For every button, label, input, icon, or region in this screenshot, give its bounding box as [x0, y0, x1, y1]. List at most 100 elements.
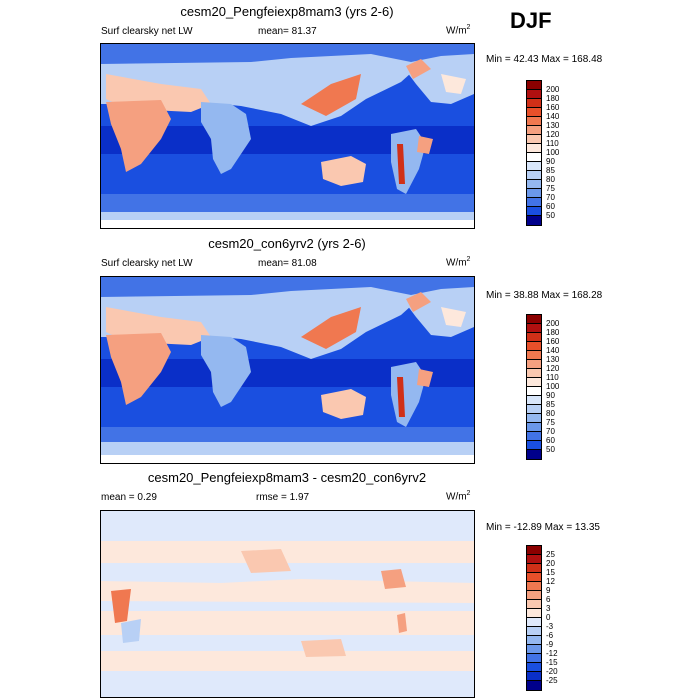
panel-1-variable-label: Surf clearsky net LW: [101, 26, 193, 37]
colorbar-3-box: [527, 591, 541, 600]
colorbar-1-tick-label: 90: [546, 157, 555, 166]
colorbar-3-tick-label: 0: [546, 613, 551, 622]
colorbar-3-box: [527, 663, 541, 672]
colorbar-3-box: [527, 582, 541, 591]
panel-2-mean-label: mean= 81.08: [258, 258, 317, 269]
colorbar-2-tick-label: 85: [546, 400, 555, 409]
panel-2-map-field: [101, 277, 474, 463]
colorbar-3-tick-label: -3: [546, 622, 554, 631]
colorbar-1-tick-label: 80: [546, 175, 555, 184]
colorbar-1-box: [527, 216, 541, 225]
colorbar-3-box: [527, 672, 541, 681]
colorbar-3-box: [527, 654, 541, 663]
colorbar-1-tick-label: 140: [546, 112, 560, 121]
panel-3-title: cesm20_Pengfeiexp8mam3 - cesm20_con6yrv2: [147, 470, 427, 485]
colorbar-2-tick-label: 180: [546, 328, 560, 337]
colorbar-1-box: [527, 99, 541, 108]
panel-2-title: cesm20_con6yrv2 (yrs 2-6): [208, 236, 366, 251]
colorbar-2-tick-label: 80: [546, 409, 555, 418]
panel-3-minmax: Min = -12.89 Max = 13.35: [486, 522, 600, 533]
colorbar-2-tick-label: 50: [546, 445, 555, 454]
colorbar-2-box: [527, 396, 541, 405]
colorbar-1-tick-label: 100: [546, 148, 560, 157]
colorbar-3-box: [527, 627, 541, 636]
colorbar-2-tick-label: 90: [546, 391, 555, 400]
colorbar-2-tick-label: 75: [546, 418, 555, 427]
colorbar-2-box: [527, 387, 541, 396]
panel-1-minmax: Min = 42.43 Max = 168.48: [486, 54, 603, 65]
colorbar-3-box: [527, 609, 541, 618]
colorbar-1-box: [527, 144, 541, 153]
colorbar-3-tick-label: -20: [546, 667, 558, 676]
colorbar-3-box: [527, 573, 541, 582]
colorbar-3-tick-label: 6: [546, 595, 551, 604]
panel-2-variable-label: Surf clearsky net LW: [101, 258, 193, 269]
colorbar-3-tick-label: -6: [546, 631, 554, 640]
colorbar-1-box: [527, 153, 541, 162]
colorbar-1-box: [527, 207, 541, 216]
colorbar-1-tick-label: 85: [546, 166, 555, 175]
panel-3-rmse-label: rmse = 1.97: [256, 492, 310, 503]
colorbar-3-tick-label: -25: [546, 676, 558, 685]
panel-2-units: W/m2: [446, 256, 471, 269]
panel-3-colorbar: [526, 545, 542, 691]
colorbar-3-tick-label: -12: [546, 649, 558, 658]
colorbar-1-tick-label: 180: [546, 94, 560, 103]
panel-1-title: cesm20_Pengfeiexp8mam3 (yrs 2-6): [180, 4, 394, 19]
colorbar-3-box: [527, 618, 541, 627]
colorbar-1-box: [527, 198, 541, 207]
colorbar-1-tick-label: 60: [546, 202, 555, 211]
colorbar-1-tick-label: 70: [546, 193, 555, 202]
colorbar-1-tick-label: 50: [546, 211, 555, 220]
panel-2-map: [100, 276, 475, 464]
colorbar-3-box: [527, 681, 541, 690]
colorbar-1-tick-label: 130: [546, 121, 560, 130]
colorbar-2-tick-label: 110: [546, 373, 559, 382]
colorbar-2-box: [527, 432, 541, 441]
colorbar-2-tick-label: 130: [546, 355, 560, 364]
colorbar-3-box: [527, 645, 541, 654]
colorbar-2-box: [527, 351, 541, 360]
colorbar-2-tick-label: 160: [546, 337, 560, 346]
colorbar-2-tick-label: 140: [546, 346, 560, 355]
colorbar-1-box: [527, 90, 541, 99]
colorbar-3-tick-label: 9: [546, 586, 551, 595]
panel-3-mean-label: mean = 0.29: [101, 492, 157, 503]
colorbar-2-box: [527, 441, 541, 450]
panel-1-units: W/m2: [446, 24, 471, 37]
colorbar-1-tick-label: 110: [546, 139, 559, 148]
colorbar-3-box: [527, 546, 541, 555]
colorbar-3-box: [527, 636, 541, 645]
colorbar-1-box: [527, 117, 541, 126]
panel-1-map-field: [101, 44, 474, 228]
colorbar-2-box: [527, 423, 541, 432]
colorbar-2-box: [527, 315, 541, 324]
colorbar-2-tick-label: 60: [546, 436, 555, 445]
colorbar-2-tick-label: 100: [546, 382, 560, 391]
colorbar-2-tick-label: 200: [546, 319, 560, 328]
colorbar-3-tick-label: 25: [546, 550, 555, 559]
colorbar-3-box: [527, 564, 541, 573]
colorbar-3-tick-label: 20: [546, 559, 555, 568]
colorbar-1-box: [527, 108, 541, 117]
colorbar-1-box: [527, 81, 541, 90]
panel-1-mean-label: mean= 81.37: [258, 26, 317, 37]
colorbar-1-box: [527, 189, 541, 198]
colorbar-3-tick-label: 15: [546, 568, 555, 577]
panel-3-units: W/m2: [446, 490, 471, 503]
colorbar-3-box: [527, 600, 541, 609]
colorbar-3-box: [527, 555, 541, 564]
colorbar-2-box: [527, 324, 541, 333]
panel-2-colorbar: [526, 314, 542, 460]
colorbar-1-tick-label: 75: [546, 184, 555, 193]
colorbar-1-box: [527, 135, 541, 144]
colorbar-2-box: [527, 360, 541, 369]
colorbar-2-box: [527, 342, 541, 351]
colorbar-1-box: [527, 126, 541, 135]
colorbar-3-tick-label: -9: [546, 640, 554, 649]
colorbar-1-tick-label: 200: [546, 85, 560, 94]
colorbar-3-tick-label: 12: [546, 577, 555, 586]
panel-2-minmax: Min = 38.88 Max = 168.28: [486, 290, 603, 301]
colorbar-2-box: [527, 450, 541, 459]
season-label: DJF: [510, 8, 552, 33]
